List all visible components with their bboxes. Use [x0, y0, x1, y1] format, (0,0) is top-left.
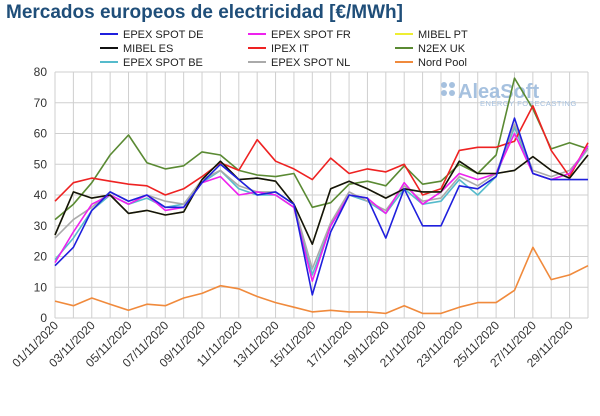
legend-label: EPEX SPOT NL — [271, 57, 350, 69]
y-tick-label: 70 — [34, 96, 48, 110]
y-tick-label: 20 — [34, 250, 48, 264]
y-tick-label: 30 — [34, 219, 48, 233]
legend-label: N2EX UK — [418, 43, 466, 55]
series-lines — [54, 77, 589, 315]
logo-tagline: ENERGY FORECASTING — [480, 99, 577, 108]
series-line-mibel-es — [54, 154, 589, 245]
logo-mark-icon — [441, 82, 455, 96]
y-tick-label: 40 — [34, 188, 48, 202]
legend-label: IPEX IT — [271, 43, 309, 55]
y-tick-label: 50 — [34, 157, 48, 171]
y-tick-label: 80 — [34, 65, 48, 79]
legend-label: EPEX SPOT DE — [123, 29, 204, 41]
y-tick-label: 10 — [34, 280, 48, 294]
series-line-epex-spot-fr — [54, 132, 589, 282]
legend-label: Nord Pool — [418, 57, 467, 69]
x-axis-ticks: 01/11/202003/11/202005/11/202007/11/2020… — [9, 318, 576, 370]
series-line-ipex-it — [54, 105, 589, 202]
legend-label: MIBEL ES — [123, 43, 173, 55]
legend: EPEX SPOT DE EPEX SPOT FR MIBEL PT MIBEL ES… — [100, 29, 468, 69]
legend-label: EPEX SPOT BE — [123, 57, 203, 69]
series-line-nord-pool — [54, 246, 589, 315]
legend-label: EPEX SPOT FR — [271, 29, 351, 41]
y-tick-label: 0 — [40, 311, 47, 325]
grid-lines — [54, 71, 589, 319]
series-line-n2ex-uk — [54, 77, 589, 221]
legend-label: MIBEL PT — [418, 29, 468, 41]
series-line-epex-spot-de — [54, 117, 588, 296]
chart-title: Mercados europeos de electricidad [€/MWh… — [6, 2, 403, 23]
y-axis-ticks: 0 10 20 30 40 50 60 70 80 — [34, 65, 48, 325]
y-tick-label: 60 — [34, 127, 48, 141]
